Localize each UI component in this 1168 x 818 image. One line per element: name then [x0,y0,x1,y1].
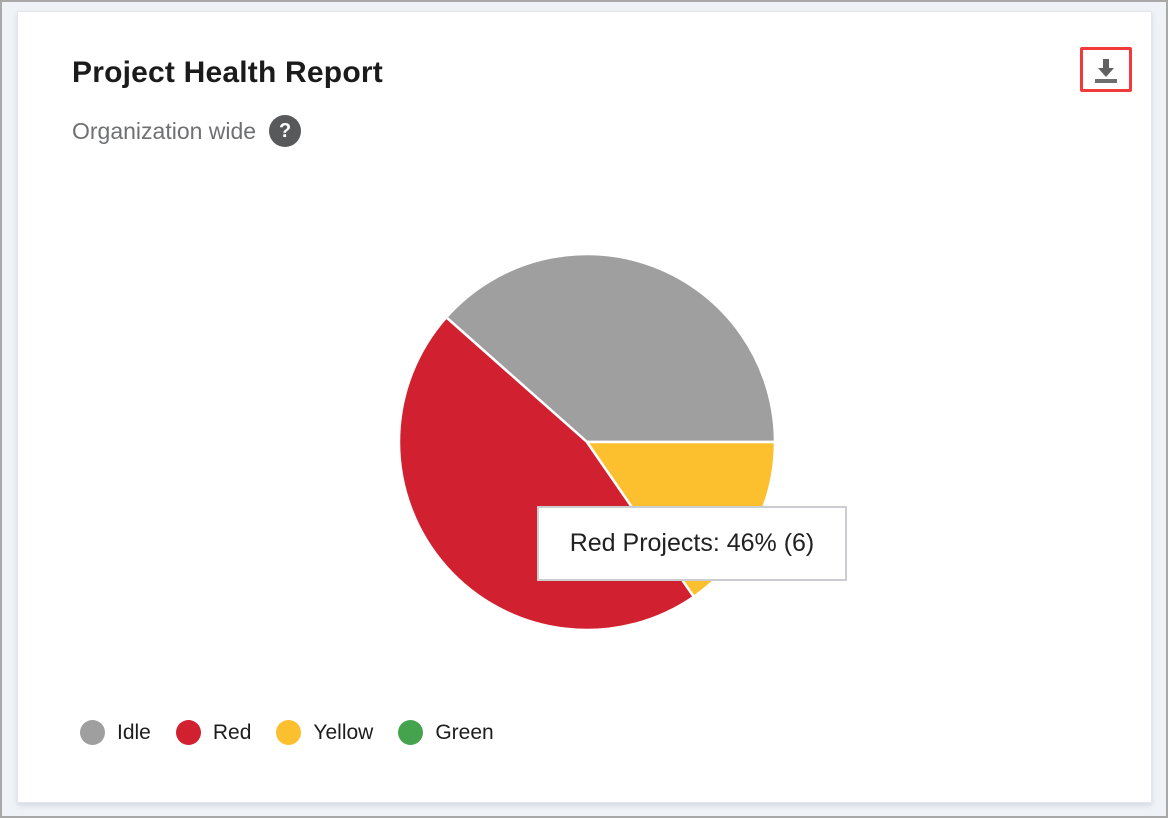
legend-dot-green [398,720,424,745]
chart-legend: Idle Red Yellow Green [80,720,519,745]
download-icon [1095,58,1117,83]
pie-slice-idle[interactable] [445,252,777,444]
legend-label: Green [435,720,494,744]
project-health-card: Project Health Report Organization wide … [17,11,1152,803]
subtitle-row: Organization wide ? [72,114,302,148]
legend-label: Yellow [313,720,374,744]
legend-item-idle[interactable]: Idle [80,720,151,745]
help-icon[interactable]: ? [269,115,302,147]
legend-item-yellow[interactable]: Yellow [276,720,373,745]
legend-dot-idle [80,720,105,745]
page-subtitle: Organization wide [72,117,257,144]
download-button[interactable] [1080,47,1132,92]
legend-item-green[interactable]: Green [398,720,494,745]
legend-dot-yellow [276,720,302,745]
page-title: Project Health Report [72,56,383,89]
legend-item-red[interactable]: Red [175,720,252,745]
legend-dot-red [175,720,201,745]
chart-tooltip: Red Projects: 46% (6) [537,506,847,581]
legend-label: Red [212,720,252,744]
legend-label: Idle [117,720,151,744]
